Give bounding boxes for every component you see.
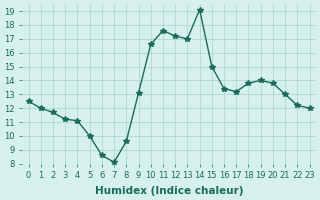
X-axis label: Humidex (Indice chaleur): Humidex (Indice chaleur) — [95, 186, 243, 196]
